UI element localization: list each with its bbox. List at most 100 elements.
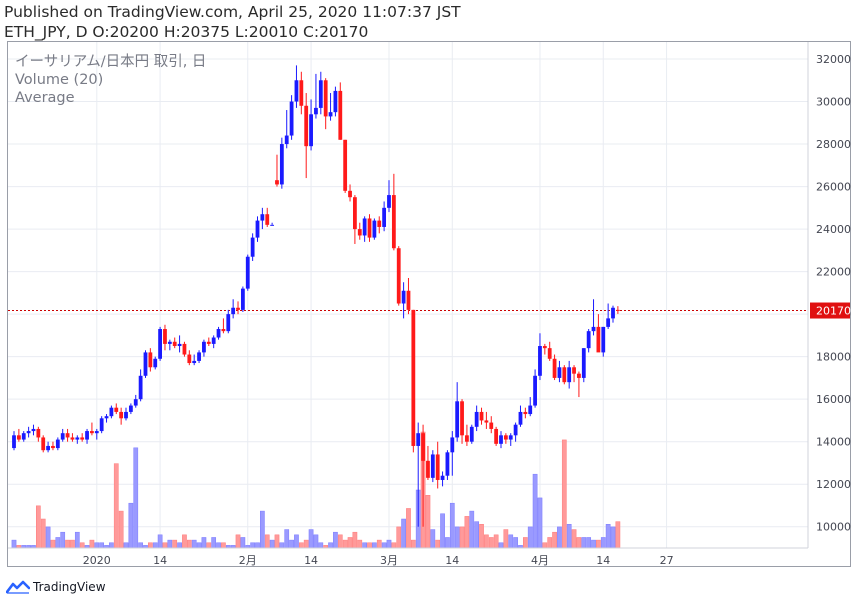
candle-body xyxy=(275,180,279,185)
volume-bar xyxy=(133,447,139,549)
volume-bar xyxy=(250,542,255,549)
chart-legend: イーサリアム/日本円 取引, 日 Volume (20) Average xyxy=(15,53,206,107)
candle-body xyxy=(211,337,216,344)
footer-brand[interactable]: TradingView xyxy=(6,577,106,597)
candle-body xyxy=(489,422,494,429)
time-tick-label: 14 xyxy=(596,554,610,567)
price-tick-label: 24000 xyxy=(816,223,851,236)
candle-body xyxy=(55,439,60,449)
price-tick-label: 26000 xyxy=(816,181,851,194)
candle-body xyxy=(348,190,352,198)
volume-bar xyxy=(99,542,105,549)
candle-body xyxy=(94,431,99,434)
price-tick-label: 28000 xyxy=(816,138,851,151)
candle-body xyxy=(465,435,469,442)
volume-bar xyxy=(459,526,465,549)
volume-bar xyxy=(532,473,538,549)
candle-body xyxy=(245,256,250,289)
candle-body xyxy=(294,80,299,102)
candle-body xyxy=(382,207,387,227)
last-price-label: 20170 xyxy=(816,305,851,318)
candle-body xyxy=(586,331,591,349)
candle-body xyxy=(469,426,474,442)
volume-bar xyxy=(445,537,450,549)
candle-body xyxy=(318,80,323,108)
candle-body xyxy=(440,475,445,480)
volume-bar xyxy=(55,537,61,549)
volume-bar xyxy=(454,526,460,549)
volume-bar xyxy=(196,542,202,549)
candle-body xyxy=(65,433,70,438)
candle-body xyxy=(484,420,489,423)
candle-body xyxy=(216,329,221,338)
price-tick-label: 14000 xyxy=(816,436,851,449)
candle-body xyxy=(542,346,547,349)
volume-bar xyxy=(527,526,533,549)
volume-bar xyxy=(284,529,290,549)
candle-body xyxy=(270,224,275,226)
candle-body xyxy=(255,220,260,238)
candle-body xyxy=(90,431,94,434)
volume-bar xyxy=(167,539,173,549)
volume-bar xyxy=(542,542,548,549)
candle-body xyxy=(148,352,153,368)
candle-body xyxy=(328,112,333,117)
candle-body xyxy=(163,329,167,344)
volume-bar xyxy=(211,537,217,549)
volume-bar xyxy=(128,502,134,549)
volume-bar xyxy=(294,534,299,549)
candle-body xyxy=(547,348,552,359)
volume-bar xyxy=(513,537,518,549)
volume-bar xyxy=(508,534,514,549)
candle-body xyxy=(411,309,416,446)
time-tick-label: 2020 xyxy=(83,554,111,567)
candle-body xyxy=(499,435,503,444)
volume-bar xyxy=(79,542,85,549)
candle-body xyxy=(60,433,65,440)
volume-bar xyxy=(152,542,158,549)
volume-bar xyxy=(40,518,46,549)
volume-bar xyxy=(362,542,367,549)
volume-bar xyxy=(391,542,397,549)
candle-body xyxy=(557,367,562,378)
candle-body xyxy=(250,237,255,257)
volume-bar xyxy=(221,542,226,549)
candle-body xyxy=(158,329,162,359)
volume-bar xyxy=(537,497,543,549)
volume-bar xyxy=(406,508,411,549)
price-tick-label: 32000 xyxy=(816,53,851,66)
candle-body xyxy=(538,346,542,376)
candle-body xyxy=(401,290,406,304)
legend-average: Average xyxy=(15,90,75,106)
candle-body xyxy=(41,437,46,451)
volume-bar xyxy=(376,539,382,549)
candle-body xyxy=(289,101,294,136)
candle-body xyxy=(16,435,21,440)
volume-bar xyxy=(440,513,445,549)
candle-body xyxy=(236,307,240,310)
candle-body xyxy=(206,341,211,344)
volume-bar xyxy=(352,531,358,549)
candle-body xyxy=(172,341,177,347)
candle-body xyxy=(75,437,80,440)
legend-volume: Volume (20) xyxy=(15,72,104,88)
volume-bar xyxy=(591,539,596,549)
volume-bar xyxy=(367,542,372,549)
volume-bar xyxy=(561,439,567,549)
volume-bar xyxy=(596,539,601,549)
candle-body xyxy=(80,437,85,440)
candle-body xyxy=(221,329,226,332)
volume-bar xyxy=(89,539,95,549)
volume-bar xyxy=(206,542,212,549)
candle-body xyxy=(119,411,124,419)
volume-bar xyxy=(547,537,553,549)
time-axis: 2020 14 2月 14 3月 14 4月 14 27 xyxy=(83,554,674,567)
candle-body xyxy=(445,452,450,476)
volume-bar xyxy=(313,534,319,549)
volume-bar xyxy=(566,524,572,549)
candle-body xyxy=(416,433,421,446)
candle-body xyxy=(591,326,596,332)
candle-body xyxy=(343,139,348,191)
volume-bar xyxy=(201,537,207,549)
